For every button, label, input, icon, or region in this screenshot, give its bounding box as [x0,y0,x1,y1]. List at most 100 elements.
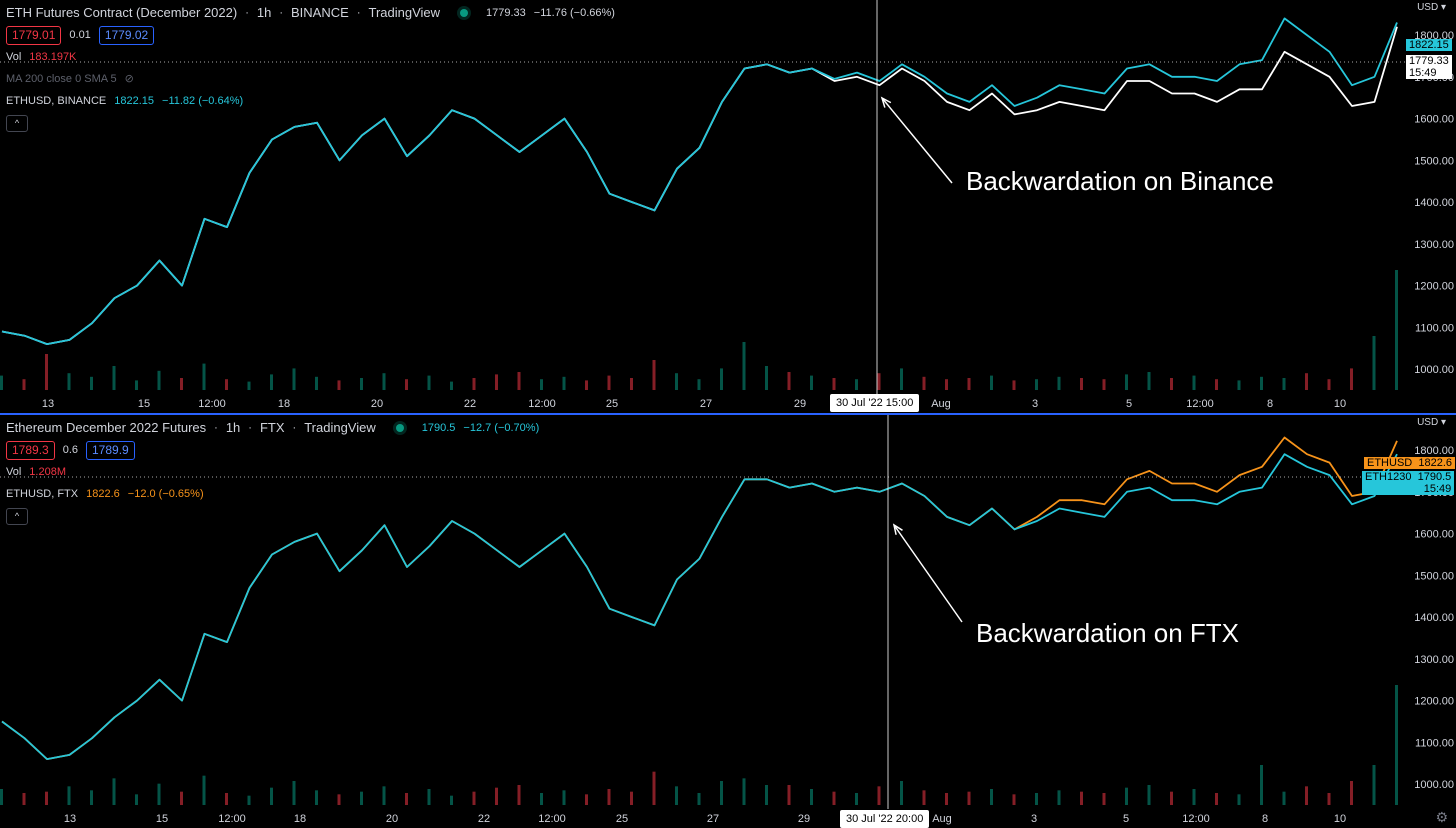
x-tick-label: Aug [931,398,951,410]
compare-change: −12.0 (−0.65%) [127,488,204,500]
volume-bar [202,363,206,390]
volume-bar [1147,785,1151,805]
volume-bar [1012,794,1016,805]
gear-icon[interactable]: ⚙ [1435,809,1448,825]
collapse-legend-icon[interactable]: ^ [6,114,28,132]
y-tick-label: 1200.00 [1414,281,1454,293]
volume-bar [1080,791,1083,805]
volume-bar [450,795,453,805]
volume-bar [0,789,3,805]
x-tick-label: 27 [700,398,712,410]
sell-button[interactable]: 1789.3 [6,440,55,460]
market-status-icon [460,9,469,17]
x-tick-label: 3 [1031,813,1037,825]
price-tag-symbol: ETH1230 [1365,471,1412,483]
volume-bar [562,790,566,805]
volume-bar [202,775,206,805]
volume-bar [315,376,318,390]
volume-bar [540,379,543,390]
interval-label[interactable]: 1h [256,5,272,20]
volume-bar [630,378,633,390]
volume-bar [112,778,116,805]
chart-panel-binance[interactable]: 1000.00 1100.00 1200.00 1300.00 1400.00 1500.… [0,0,1456,413]
x-tick-label: 13 [42,398,54,410]
volume-bar [1350,781,1353,805]
volume-bar [1057,376,1061,390]
y-tick-label: 1000.00 [1414,364,1454,376]
volume-bar [225,793,228,805]
x-tick-label: 12:00 [528,398,556,410]
volume-bar [360,791,363,805]
volume-bar [1260,376,1263,390]
y-tick-label: 1400.00 [1414,197,1454,209]
symbol-title[interactable]: ETH Futures Contract (December 2022) [6,5,238,20]
x-tick-label: 5 [1126,398,1132,410]
volume-bar [742,778,746,805]
countdown-label: 15:49 [1423,483,1452,495]
x-tick-label: 12:00 [1186,398,1214,410]
volume-bar [810,375,813,390]
annotation-text[interactable]: Backwardation on Binance [966,166,1274,196]
source-label: TradingView [368,5,441,20]
volume-bar [292,781,296,805]
buy-button[interactable]: 1789.9 [86,440,135,460]
sell-button[interactable]: 1779.01 [6,25,62,45]
volume-bar [742,342,746,390]
currency-selector[interactable]: USD ▾ [1417,417,1446,428]
volume-bar [157,370,161,390]
compare-price: 1822.6 [86,488,120,500]
volume-label[interactable]: Vol [6,466,22,478]
pane-divider[interactable] [0,413,1456,415]
legend-ftx: Ethereum December 2022 Futures · 1h · FT… [6,417,539,527]
compare-symbol[interactable]: ETHUSD, FTX [6,488,79,500]
x-tick-label: 12:00 [218,813,246,825]
volume-bar [67,373,71,390]
volume-bar [270,374,273,390]
volume-bar [607,375,611,390]
volume-bar [1282,791,1286,805]
interval-label[interactable]: 1h [225,420,241,435]
volume-bar [472,791,476,805]
volume-bar [517,372,521,390]
x-tick-label: 12:00 [198,398,226,410]
ma-indicator-label[interactable]: MA 200 close 0 SMA 5 [6,73,117,85]
price-change: −12.7 (−0.70%) [463,422,540,434]
buy-button[interactable]: 1779.02 [98,25,155,45]
volume-bar [1012,380,1016,390]
currency-selector[interactable]: USD ▾ [1417,2,1446,13]
volume-bar [675,373,678,390]
volume-bar [607,789,611,805]
x-tick-label: 20 [386,813,398,825]
volume-bar [585,380,588,390]
x-tick-label: 18 [294,813,306,825]
volume-bar [1305,786,1308,805]
x-tick-label: 5 [1123,813,1129,825]
volume-value: 1.208M [29,466,66,478]
volume-bar [1080,378,1083,390]
compare-symbol[interactable]: ETHUSD, BINANCE [6,95,107,107]
volume-bar [900,368,903,390]
collapse-legend-icon[interactable]: ^ [6,507,28,525]
annotation-arrowhead [892,523,903,535]
volume-bar [945,379,948,390]
volume-value: 183.197K [29,51,77,63]
symbol-title[interactable]: Ethereum December 2022 Futures [6,420,207,435]
volume-bar [112,366,116,390]
volume-bar [382,373,386,390]
volume-label[interactable]: Vol [6,51,22,63]
volume-bar [967,378,971,390]
volume-bar [225,379,228,390]
volume-bar [1372,336,1376,390]
y-tick-label: 1500.00 [1414,570,1454,582]
chart-panel-ftx[interactable]: 1000.00 1100.00 1200.00 1300.00 1400.00 1500.… [0,415,1456,828]
x-tick-label: 15 [156,813,168,825]
volume-bar [1282,378,1286,390]
chart-canvas-ftx[interactable]: 1000.00 1100.00 1200.00 1300.00 1400.00 1500.… [0,415,1456,828]
volume-bar [1035,379,1038,390]
volume-bar [247,795,251,805]
annotation-text[interactable]: Backwardation on FTX [976,618,1240,648]
hidden-eye-icon[interactable]: ⊘ [124,73,134,85]
volume-bar [157,783,161,805]
x-tick-label: 27 [707,813,719,825]
volume-bar [135,380,138,390]
